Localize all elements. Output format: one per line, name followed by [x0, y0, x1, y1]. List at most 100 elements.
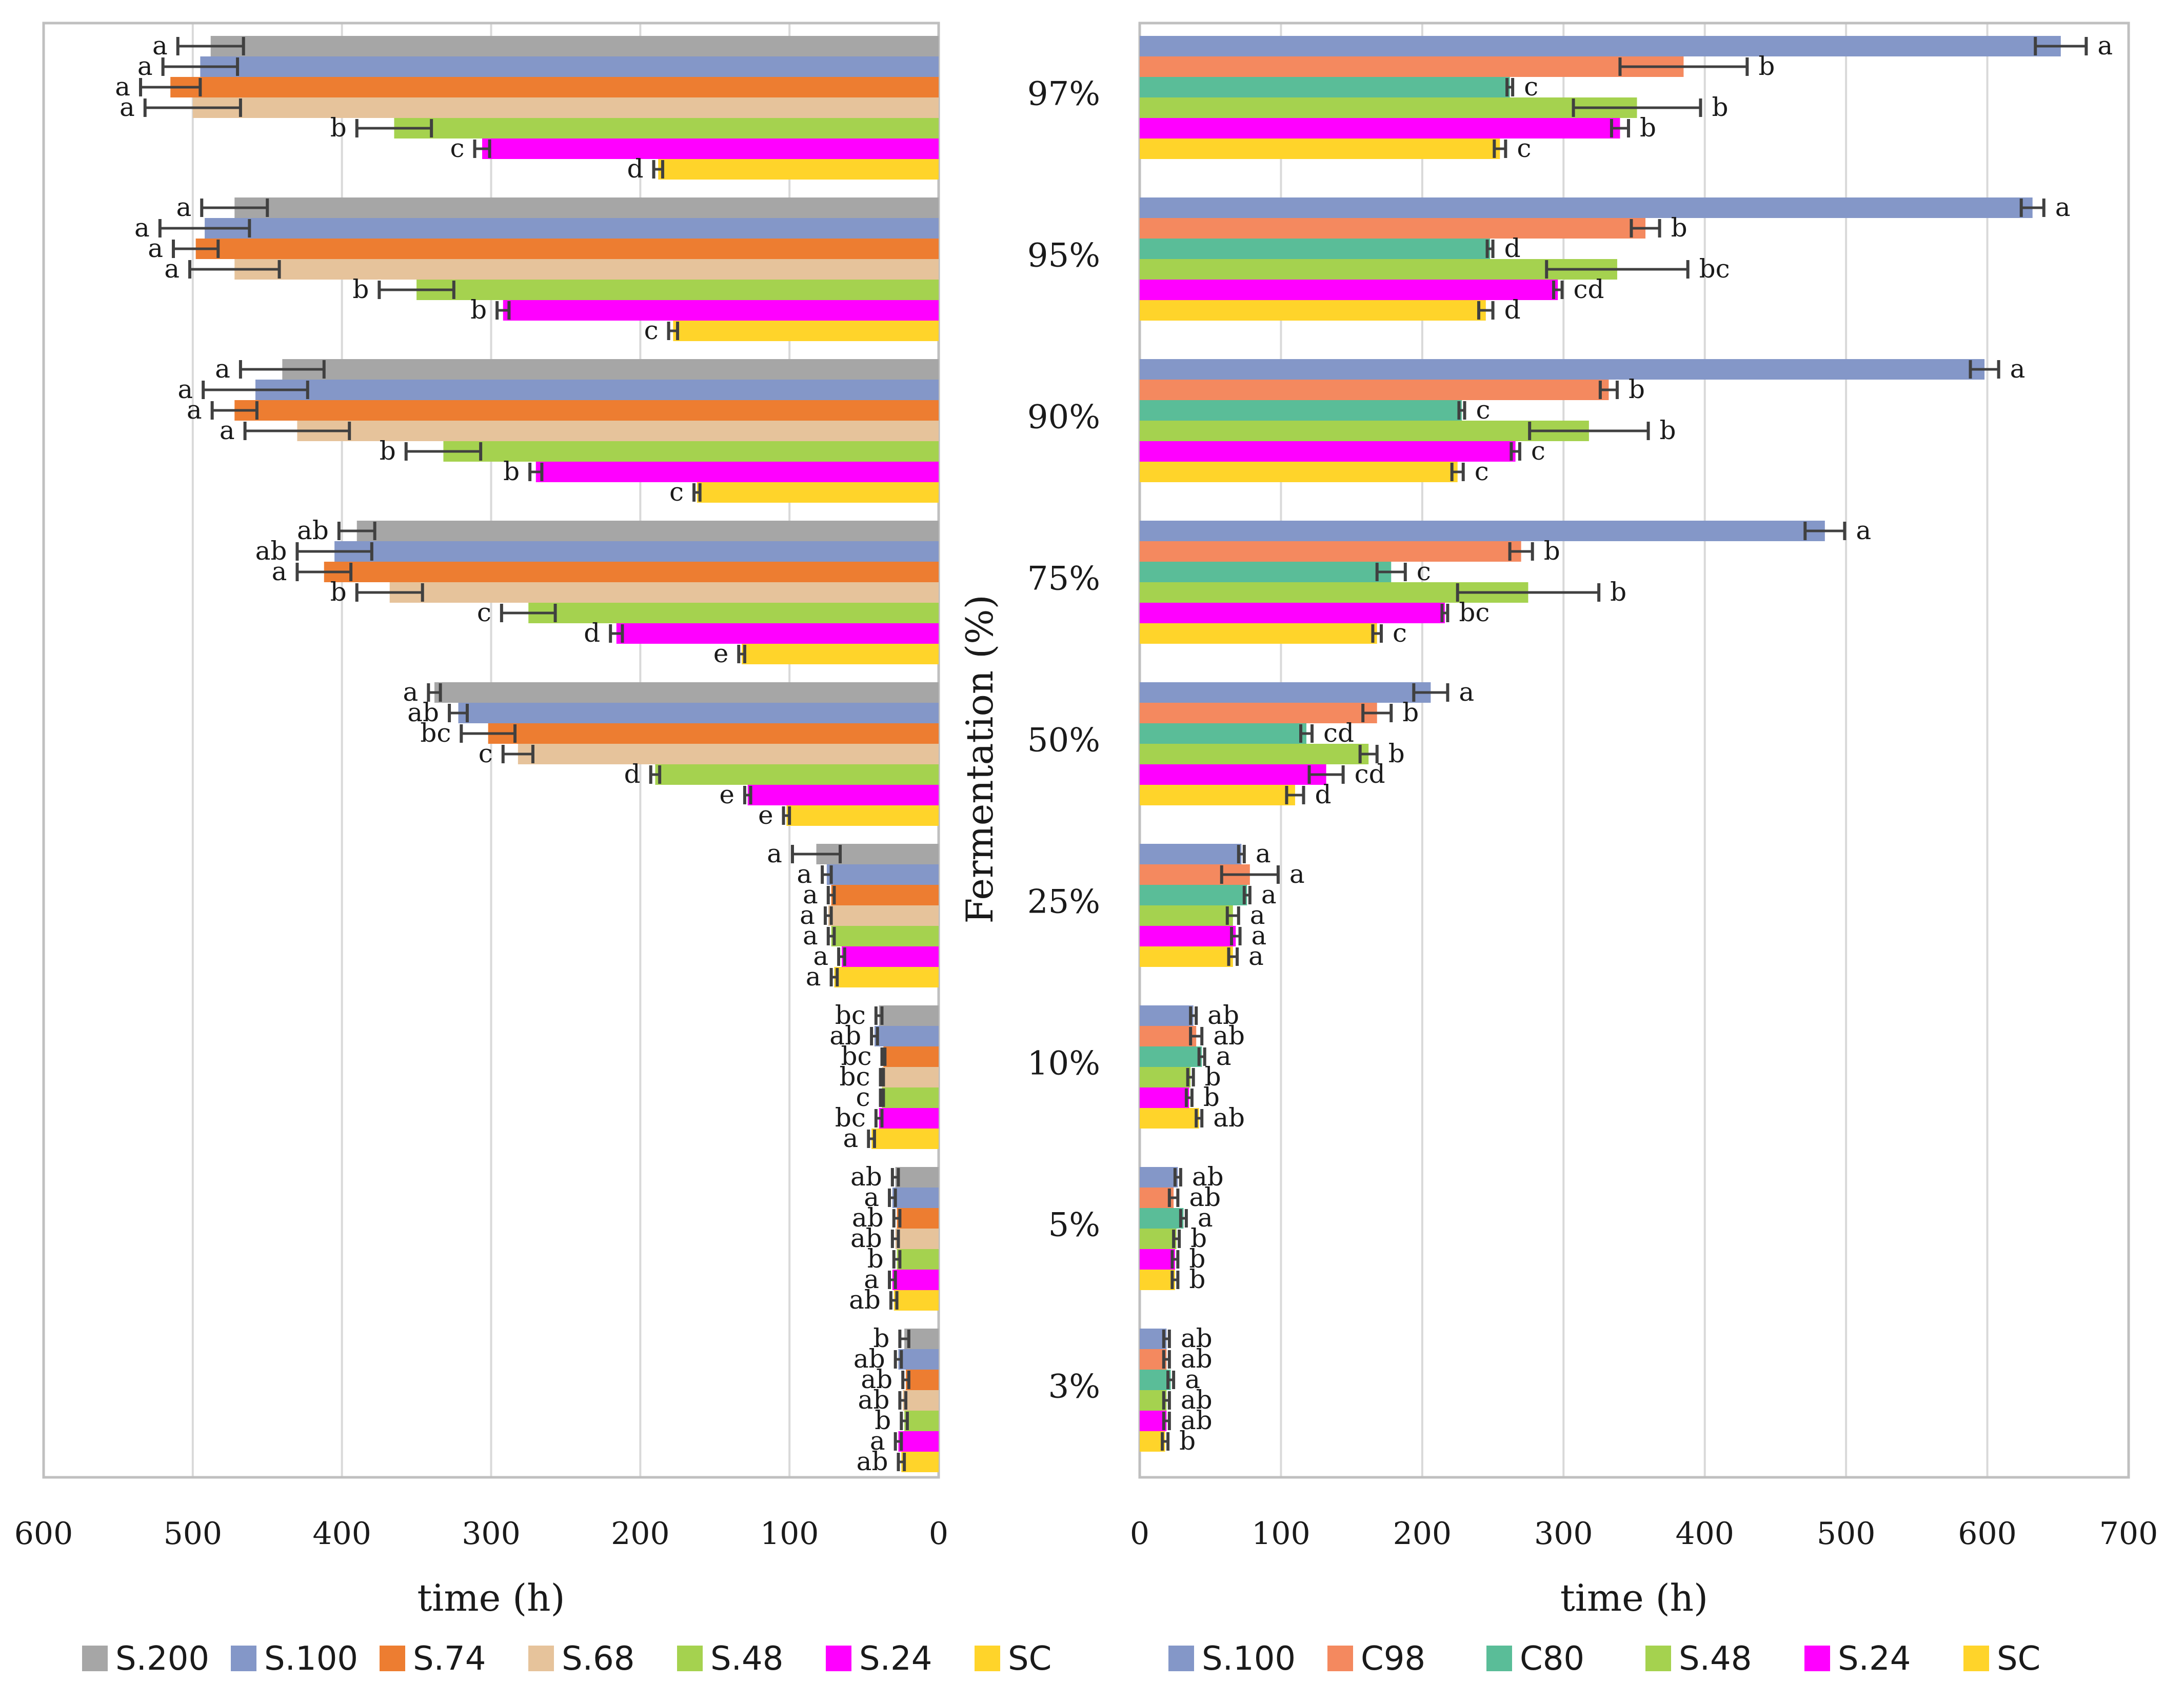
right-panel-letter-SC-25%: a: [1248, 941, 1264, 971]
right-panel-letter-S.24-75%: bc: [1459, 598, 1490, 627]
left-panel-legend-label-S.68: S.68: [562, 1640, 634, 1678]
right-panel-bar-S.24-25%: [1140, 926, 1236, 946]
right-panel-letter-S.48-5%: b: [1190, 1223, 1207, 1253]
right-panel-tick-label-200: 200: [1393, 1516, 1452, 1552]
right-panel-letter-C98-25%: a: [1289, 859, 1305, 889]
right-panel-letter-S.100-95%: a: [2055, 192, 2071, 222]
right-panel-letter-S.100-10%: ab: [1207, 1000, 1239, 1030]
left-panel-letter-SC-90%: c: [669, 477, 684, 507]
right-panel-tick-label-0: 0: [1130, 1516, 1149, 1552]
left-panel-bar-S.74-3%: [906, 1370, 939, 1390]
left-panel-tick-label-100: 100: [760, 1516, 819, 1552]
left-panel-legend-swatch-S.24: [826, 1646, 851, 1671]
right-panel-bar-C80-25%: [1140, 885, 1247, 905]
left-panel-bar-SC-5%: [894, 1290, 939, 1311]
left-panel-tick-label-600: 600: [14, 1516, 73, 1552]
left-panel-bar-S.74-97%: [170, 77, 939, 97]
left-panel-bar-S.68-50%: [518, 744, 939, 764]
category-label-10pct: 10%: [1027, 1045, 1100, 1083]
left-panel-letter-S.200-90%: a: [215, 354, 230, 384]
left-panel-legend-label-SC: SC: [1008, 1640, 1051, 1678]
category-labels: 97% 95% 90% 75% 50% 25% 10% 5% 3%: [1027, 75, 1100, 1406]
left-panel-letter-S.200-3%: b: [873, 1323, 889, 1353]
right-panel-legend-label-SC: SC: [1997, 1640, 2040, 1678]
right-panel-bar-S.24-90%: [1140, 441, 1516, 462]
right-panel-bar-C98-95%: [1140, 218, 1646, 239]
left-panel-letter-SC-97%: d: [627, 154, 643, 184]
left-panel-bar-S.48-3%: [904, 1411, 939, 1431]
right-panel-letter-C80-50%: cd: [1323, 718, 1354, 748]
right-panel-bar-S.100-50%: [1140, 682, 1431, 703]
right-panel-bar-S.24-10%: [1140, 1087, 1189, 1108]
right-panel-letter-C98-5%: ab: [1189, 1182, 1221, 1212]
left-panel-letter-S.48-95%: b: [352, 274, 369, 304]
left-panel-letter-S.68-95%: a: [164, 254, 180, 284]
left-panel-letter-S.100-3%: ab: [853, 1344, 885, 1374]
left-panel-letter-S.200-50%: a: [403, 677, 419, 707]
left-panel-letter-S.100-95%: a: [134, 213, 150, 243]
right-panel-letter-C98-10%: ab: [1213, 1021, 1245, 1051]
left-panel-bar-S.48-75%: [528, 603, 939, 623]
right-panel-bar-SC-95%: [1140, 300, 1486, 321]
right-panel-letter-C98-97%: b: [1758, 51, 1775, 81]
right-panel-letter-C80-5%: a: [1198, 1203, 1213, 1233]
left-panel-legend-label-S.200: S.200: [115, 1640, 209, 1678]
right-panel-letter-S.48-75%: b: [1610, 577, 1626, 607]
left-panel-letter-S.100-75%: ab: [255, 536, 287, 566]
left-panel-bar-SC-10%: [871, 1129, 939, 1149]
category-label-50pct: 50%: [1027, 722, 1100, 760]
right-panel-letter-S.100-25%: a: [1256, 839, 1271, 868]
left-panel-letter-S.24-5%: a: [864, 1264, 879, 1294]
left-panel-letter-S.68-50%: c: [479, 739, 493, 768]
left-panel-bar-S.74-95%: [195, 239, 939, 259]
shared-y-axis-title: Fermentation (%): [958, 595, 1001, 923]
right-panel-legend-swatch-S.100: [1168, 1646, 1194, 1671]
left-panel-legend-swatch-S.74: [380, 1646, 405, 1671]
right-panel-letter-C98-50%: b: [1402, 698, 1419, 727]
left-panel-tick-label-0: 0: [929, 1516, 948, 1552]
left-panel-bar-SC-3%: [901, 1452, 939, 1472]
left-panel-tick-label-200: 200: [611, 1516, 670, 1552]
left-panel-letter-S.48-10%: c: [856, 1082, 870, 1112]
left-panel-letter-S.24-75%: d: [584, 618, 600, 648]
right-panel-letter-S.48-95%: bc: [1699, 254, 1730, 284]
left-panel-legend-label-S.48: S.48: [710, 1640, 783, 1678]
right-panel-bar-S.48-95%: [1140, 259, 1617, 280]
left-panel-letter-S.74-97%: a: [115, 72, 130, 102]
left-panel-bar-S.48-90%: [443, 441, 939, 462]
left-panel-letter-S.24-25%: a: [813, 941, 828, 971]
left-panel-legend-swatch-S.68: [528, 1646, 554, 1671]
left-panel-letter-S.200-75%: ab: [297, 516, 329, 545]
category-label-75pct: 75%: [1027, 560, 1100, 598]
left-panel-letter-S.48-90%: b: [380, 436, 396, 466]
right-panel-letter-C98-75%: b: [1544, 536, 1560, 566]
left-panel-bar-S.48-50%: [655, 764, 939, 785]
right-panel-bar-S.100-90%: [1140, 359, 1985, 380]
right-panel-letter-SC-95%: d: [1504, 295, 1521, 325]
left-panel-letter-S.200-95%: a: [176, 192, 191, 222]
left-panel-letter-S.24-10%: bc: [835, 1103, 866, 1133]
right-panel-bar-C80-90%: [1140, 400, 1462, 421]
category-label-90pct: 90%: [1027, 399, 1100, 437]
right-panel-letter-S.100-3%: ab: [1181, 1323, 1213, 1353]
left-panel-letter-S.74-95%: a: [148, 233, 163, 263]
right-panel-bar-C98-90%: [1140, 380, 1609, 400]
left-panel-tick-label-500: 500: [164, 1516, 223, 1552]
right-panel-bar-C80-3%: [1140, 1370, 1171, 1390]
left-panel-bar-S.24-95%: [503, 300, 939, 321]
left-panel-bar-SC-97%: [658, 159, 939, 180]
right-panel-letter-S.100-75%: a: [1856, 516, 1871, 545]
left-panel-letter-S.24-90%: b: [503, 457, 520, 486]
right-panel-letter-S.48-10%: b: [1205, 1062, 1221, 1092]
left-panel-letter-S.74-50%: bc: [420, 718, 451, 748]
right-panel-letter-S.24-10%: b: [1203, 1082, 1220, 1112]
right-panel-letter-SC-5%: b: [1189, 1264, 1205, 1294]
right-panel-letter-S.24-95%: cd: [1574, 274, 1604, 304]
left-panel-bar-S.74-5%: [897, 1208, 939, 1229]
left-panel-letter-S.68-5%: ab: [850, 1223, 882, 1253]
right-panel-bar-C80-5%: [1140, 1208, 1184, 1229]
left-panel-bar-S.100-10%: [874, 1026, 939, 1046]
left-panel-letter-S.74-10%: bc: [841, 1041, 871, 1071]
left-panel-letter-S.200-97%: a: [152, 31, 168, 61]
right-panel-bar-C98-97%: [1140, 56, 1684, 77]
